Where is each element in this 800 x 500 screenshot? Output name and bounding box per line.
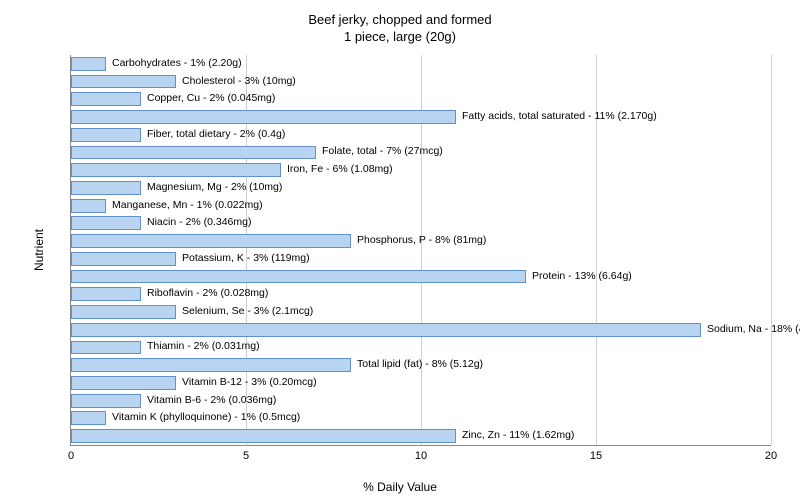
nutrient-bar: [71, 234, 351, 248]
nutrient-label: Niacin - 2% (0.346mg): [147, 216, 251, 230]
nutrient-label: Vitamin K (phylloquinone) - 1% (0.5mcg): [112, 411, 300, 425]
nutrient-label: Phosphorus, P - 8% (81mg): [357, 234, 486, 248]
nutrient-bar: [71, 252, 176, 266]
nutrient-label: Iron, Fe - 6% (1.08mg): [287, 163, 393, 177]
nutrient-bar: [71, 270, 526, 284]
nutrient-label: Sodium, Na - 18% (443mg): [707, 323, 800, 337]
nutrient-label: Vitamin B-12 - 3% (0.20mcg): [182, 376, 317, 390]
y-axis-label: Nutrient: [32, 229, 46, 271]
nutrient-bar: [71, 146, 316, 160]
nutrient-label: Fatty acids, total saturated - 11% (2.17…: [462, 110, 657, 124]
nutrient-label: Vitamin B-6 - 2% (0.036mg): [147, 394, 276, 408]
nutrient-label: Carbohydrates - 1% (2.20g): [112, 57, 242, 71]
nutrient-label: Folate, total - 7% (27mcg): [322, 146, 443, 160]
plot-area: 05101520Carbohydrates - 1% (2.20g)Choles…: [70, 55, 771, 446]
nutrient-label: Thiamin - 2% (0.031mg): [147, 341, 260, 355]
nutrient-bar: [71, 216, 141, 230]
x-tick-label: 15: [590, 450, 602, 462]
nutrient-bar: [71, 75, 176, 89]
chart-container: Beef jerky, chopped and formed 1 piece, …: [0, 0, 800, 500]
nutrient-bar: [71, 110, 456, 124]
x-axis-label: % Daily Value: [0, 480, 800, 494]
nutrient-label: Copper, Cu - 2% (0.045mg): [147, 92, 275, 106]
x-tick-label: 5: [243, 450, 249, 462]
nutrient-label: Zinc, Zn - 11% (1.62mg): [462, 429, 574, 443]
nutrient-bar: [71, 394, 141, 408]
nutrient-bar: [71, 128, 141, 142]
nutrient-bar: [71, 376, 176, 390]
nutrient-label: Cholesterol - 3% (10mg): [182, 75, 296, 89]
nutrient-bar: [71, 341, 141, 355]
nutrient-bar: [71, 411, 106, 425]
title-line-1: Beef jerky, chopped and formed: [0, 12, 800, 29]
nutrient-label: Protein - 13% (6.64g): [532, 270, 632, 284]
nutrient-label: Selenium, Se - 3% (2.1mcg): [182, 305, 313, 319]
nutrient-bar: [71, 181, 141, 195]
x-tick-label: 20: [765, 450, 777, 462]
nutrient-label: Manganese, Mn - 1% (0.022mg): [112, 199, 263, 213]
x-tick-label: 10: [415, 450, 427, 462]
nutrient-bar: [71, 287, 141, 301]
nutrient-bar: [71, 429, 456, 443]
nutrient-label: Fiber, total dietary - 2% (0.4g): [147, 128, 285, 142]
nutrient-bar: [71, 92, 141, 106]
nutrient-bar: [71, 358, 351, 372]
nutrient-bar: [71, 199, 106, 213]
nutrient-label: Total lipid (fat) - 8% (5.12g): [357, 358, 483, 372]
nutrient-bar: [71, 323, 701, 337]
nutrient-label: Magnesium, Mg - 2% (10mg): [147, 181, 282, 195]
nutrient-bar: [71, 57, 106, 71]
nutrient-label: Potassium, K - 3% (119mg): [182, 252, 310, 266]
gridline: [771, 55, 772, 445]
title-line-2: 1 piece, large (20g): [0, 29, 800, 46]
x-tick-label: 0: [68, 450, 74, 462]
nutrient-label: Riboflavin - 2% (0.028mg): [147, 287, 268, 301]
chart-title: Beef jerky, chopped and formed 1 piece, …: [0, 12, 800, 46]
nutrient-bar: [71, 305, 176, 319]
nutrient-bar: [71, 163, 281, 177]
